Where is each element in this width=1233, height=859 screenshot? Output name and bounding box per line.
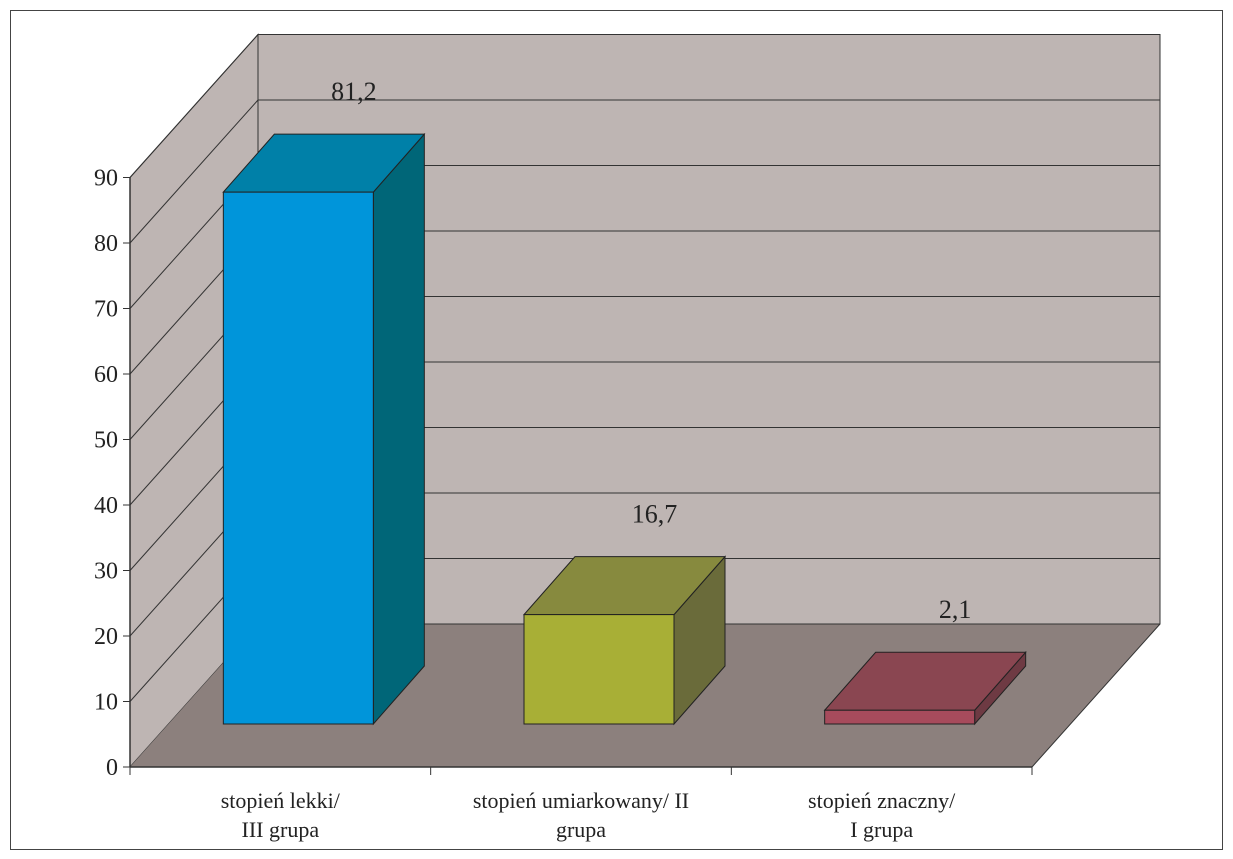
x-category-label-line: III grupa [242,817,320,842]
x-category-label-line: I grupa [850,817,913,842]
y-tick-label: 60 [94,362,118,388]
x-category-label-line: stopień lekki/ [221,788,341,813]
floor-right-edge [1031,623,1161,768]
bars [222,132,1027,726]
gridline-side [129,99,259,244]
x-category-label-line: stopień umiarkowany/ II [473,788,689,813]
bar-front [824,709,976,725]
x-axis-categories: stopień lekki/III grupa stopień umiarkowa… [221,788,956,842]
bar-front [222,191,374,725]
bar-front [523,614,675,725]
y-axis-ticks: 0 10 20 30 40 50 60 70 80 90 [94,166,1033,781]
y-tick-label: 10 [94,690,118,716]
x-category-label: stopień znaczny/I grupa [808,788,956,842]
y-tick-label: 40 [94,493,118,519]
bar-side [372,132,425,726]
y-tick-label: 0 [106,755,118,781]
x-category-label: stopień lekki/III grupa [221,788,341,842]
y-tick-label: 50 [94,428,118,454]
gridline-side [129,34,259,178]
y-tick-label: 70 [94,297,118,323]
data-label: 16,7 [632,500,678,529]
bar [522,555,727,726]
bar [222,132,426,726]
data-label: 2,1 [939,595,972,624]
y-tick-label: 90 [94,166,118,192]
axes [129,34,1161,768]
x-category-label-line: stopień znaczny/ [808,788,956,813]
data-labels: 81,2 16,7 2,1 [331,77,971,624]
y-tick-label: 30 [94,559,118,585]
y-tick-label: 80 [94,231,118,257]
bar [823,650,1027,726]
x-category-label-line: grupa [556,817,606,842]
data-label: 81,2 [331,77,377,106]
chart-border [10,10,1223,850]
x-category-label: stopień umiarkowany/ II grupa [473,788,689,842]
y-tick-label: 20 [94,624,118,650]
